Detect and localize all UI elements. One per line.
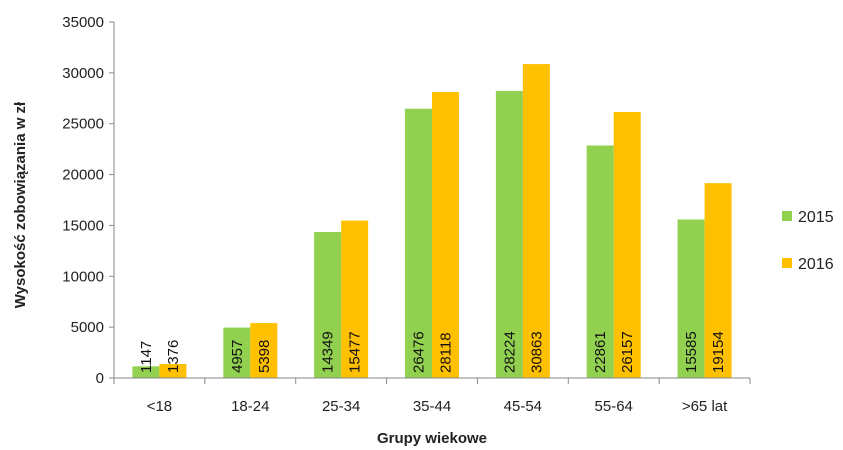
legend-label-2016: 2016: [798, 256, 834, 273]
bar-2016: [432, 91, 459, 379]
data-label: 28224: [501, 331, 518, 373]
y-tick-label: 25000: [62, 116, 104, 133]
bar-2015: [405, 108, 432, 378]
bar-2015: [314, 232, 342, 378]
data-label: 26157: [619, 331, 636, 373]
x-tick-label: 45-54: [504, 398, 542, 415]
bar-2015: [132, 366, 160, 378]
x-tick-label: <18: [147, 398, 172, 415]
bar-2016: [250, 323, 278, 378]
x-tick-label: >65 lat: [682, 398, 728, 415]
x-tick-label: 25-34: [322, 398, 360, 415]
data-label: 22861: [592, 331, 609, 373]
y-tick-label: 15000: [62, 217, 104, 234]
x-axis-title: Grupy wiekowe: [377, 430, 487, 447]
bar-2015: [223, 327, 251, 378]
data-label: 1147: [138, 341, 155, 373]
bar-2016: [704, 183, 732, 378]
data-label: 15477: [347, 331, 364, 373]
bar-2016: [341, 220, 369, 378]
bar-2015: [586, 145, 614, 378]
bar-2015: [495, 90, 523, 378]
x-tick-label: 35-44: [413, 398, 451, 415]
bar-2016: [613, 111, 641, 378]
data-label: 14349: [320, 331, 337, 373]
y-tick-label: 35000: [62, 14, 104, 31]
data-label: 5398: [256, 340, 273, 373]
bar-2016: [522, 64, 550, 379]
legend-label-2015: 2015: [798, 209, 834, 226]
data-label: 28118: [438, 332, 455, 373]
x-tick-label: 18-24: [231, 398, 269, 415]
x-axis-ticks: <18 18-24 25-34 35-44 45-54 55-64 >65 lat: [113, 378, 751, 415]
data-label: 15585: [683, 331, 700, 373]
y-axis-title: Wysokość zobowiązania w zł: [12, 101, 29, 308]
y-axis-ticks: 0 5000 10000 15000 20000 25000 30000 35000: [62, 14, 114, 387]
y-tick-label: 0: [96, 370, 104, 387]
bar-2015: [677, 219, 705, 378]
data-label: 26476: [411, 331, 428, 373]
legend-swatch-2015: [782, 211, 792, 221]
legend-swatch-2016: [782, 258, 792, 268]
data-label: 1376: [165, 340, 182, 373]
x-tick-label: 55-64: [595, 398, 633, 415]
data-label: 4957: [229, 340, 246, 373]
data-label: 19154: [710, 331, 727, 373]
bar-2016: [159, 364, 187, 378]
data-label: 30863: [528, 331, 545, 373]
y-tick-label: 10000: [62, 268, 104, 285]
bars: 1147 1376 4957 5398 14349 15477 26476 28118 2822…: [132, 64, 732, 379]
y-tick-label: 20000: [62, 167, 104, 184]
legend: 2015 2016: [782, 209, 834, 273]
y-tick-label: 30000: [62, 65, 104, 82]
y-tick-label: 5000: [71, 319, 104, 336]
